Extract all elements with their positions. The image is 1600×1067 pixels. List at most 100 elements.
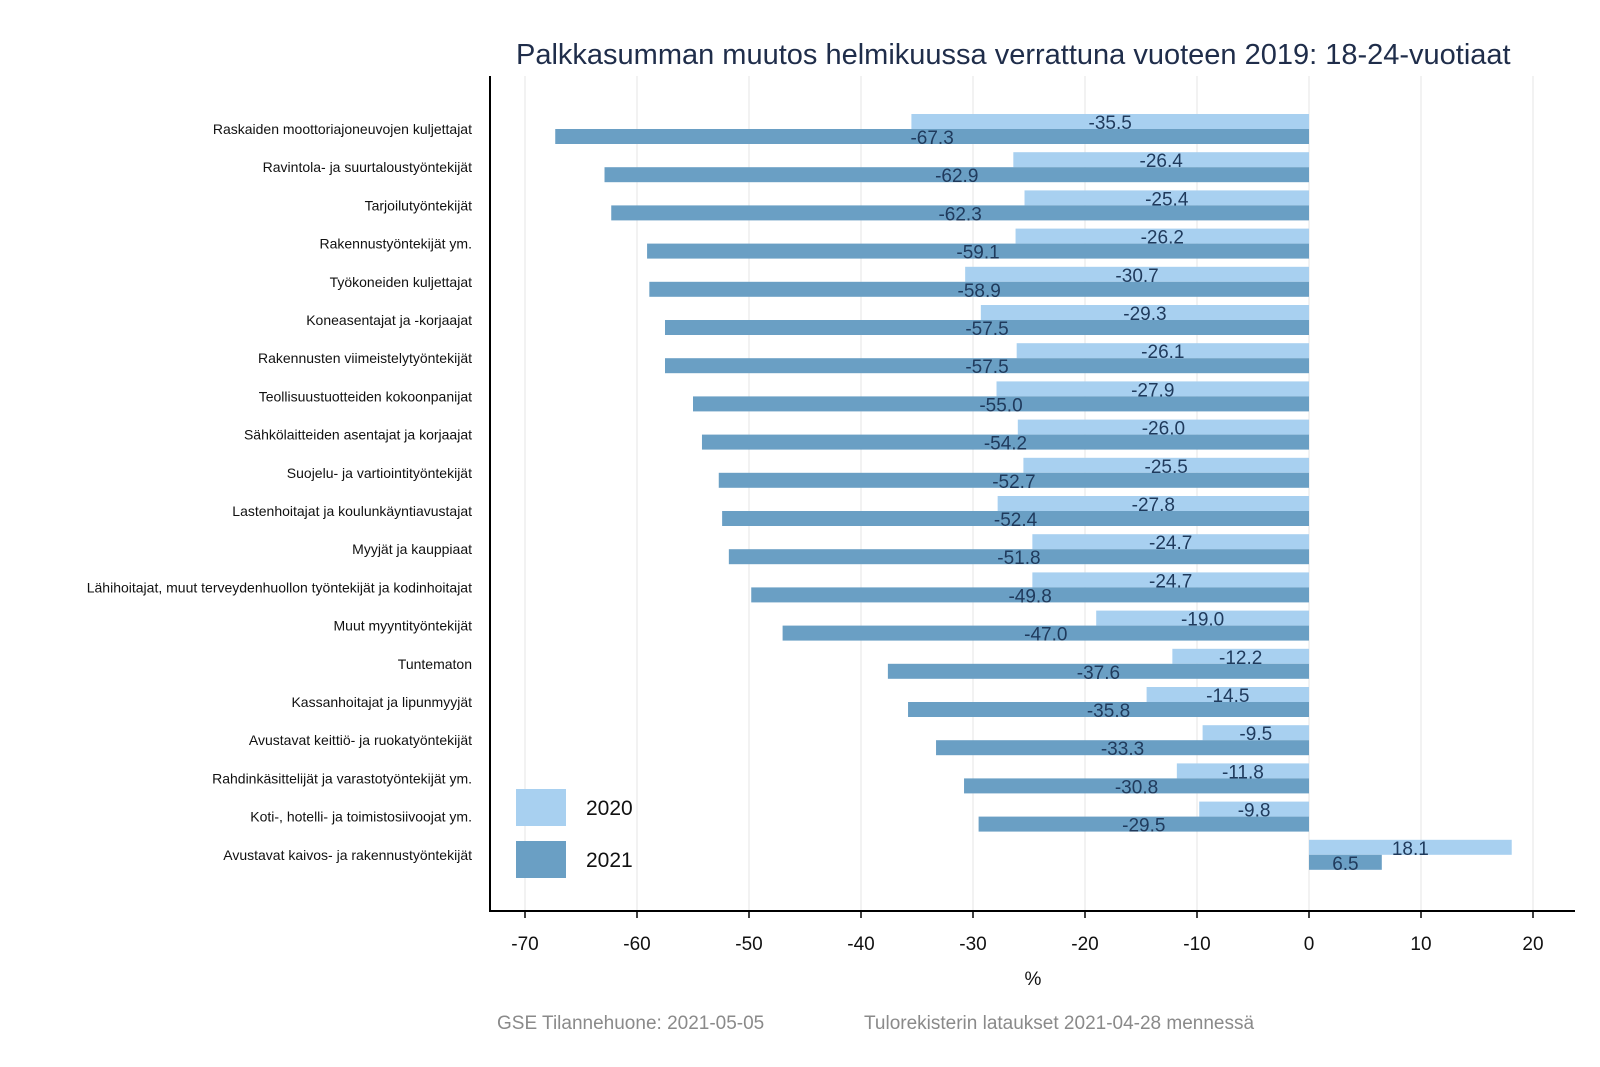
- bar-2020: [1013, 152, 1309, 168]
- value-label-2020: -35.5: [1089, 113, 1132, 134]
- category-label: Myyjät ja kauppiaat: [352, 541, 472, 557]
- category-label: Tuntematon: [398, 656, 472, 672]
- bar-2021: [665, 320, 1309, 335]
- bar-2020: [1202, 725, 1309, 741]
- category-label: Työkoneiden kuljettajat: [330, 274, 473, 290]
- bar-2020: [997, 496, 1309, 511]
- value-label-2021: 6.5: [1332, 854, 1358, 875]
- bar-2021: [728, 549, 1309, 565]
- category-label: Ravintola- ja suurtaloustyöntekijät: [263, 159, 472, 175]
- category-label: Sähkölaitteiden asentajat ja korjaajat: [244, 427, 472, 443]
- footer-data-note: Tulorekisterin lataukset 2021-04-28 menn…: [864, 1013, 1254, 1034]
- value-label-2020: -27.8: [1132, 495, 1175, 516]
- x-tick-label: 0: [1304, 934, 1315, 955]
- value-label-2020: -24.7: [1149, 533, 1192, 554]
- value-label-2020: -30.7: [1115, 266, 1158, 287]
- value-label-2020: -9.8: [1238, 801, 1271, 822]
- category-label: Koti-, hotelli- ja toimistosiivoojat ym.: [250, 809, 472, 825]
- value-label-2020: -9.5: [1239, 724, 1272, 745]
- value-labels: -35.5 -67.3 -26.4 -62.9 -25.4 -62.3 -26.2 -59.1…: [910, 113, 1428, 875]
- value-label-2021: -29.5: [1122, 816, 1165, 837]
- x-ticks: -70 -60 -50 -40 -30 -20 -10 0 10 20: [511, 911, 1544, 955]
- value-label-2020: -27.9: [1131, 380, 1174, 401]
- value-label-2021: -54.2: [984, 434, 1027, 455]
- value-label-2021: -51.8: [997, 548, 1040, 569]
- bar-2020: [996, 381, 1309, 397]
- value-label-2021: -57.5: [965, 357, 1008, 378]
- x-tick-label: -60: [623, 934, 650, 955]
- bar-2021: [978, 816, 1309, 832]
- value-label-2021: -52.7: [992, 472, 1035, 493]
- value-label-2021: -37.6: [1077, 663, 1120, 684]
- bar-2020: [1032, 534, 1309, 550]
- category-label: Muut myyntityöntekijät: [334, 618, 473, 634]
- category-labels: Raskaiden moottoriajoneuvojen kuljettaja…: [87, 121, 472, 863]
- x-tick-label: -30: [959, 934, 986, 955]
- bar-2020: [1015, 228, 1309, 244]
- category-label: Lähihoitajat, muut terveydenhuollon työn…: [87, 579, 472, 595]
- category-label: Kassanhoitajat ja lipunmyyjät: [291, 694, 472, 710]
- value-label-2021: -35.8: [1087, 701, 1130, 722]
- value-label-2021: -52.4: [994, 510, 1038, 531]
- bar-2021: [611, 205, 1309, 221]
- x-tick-label: -40: [847, 934, 874, 955]
- category-label: Tarjoilutyöntekijät: [365, 197, 472, 213]
- bar-2020: [911, 114, 1309, 129]
- value-label-2020: -25.4: [1145, 189, 1189, 210]
- bar-2021: [751, 587, 1309, 603]
- value-label-2021: -59.1: [956, 243, 999, 264]
- bar-2021: [647, 243, 1309, 259]
- value-label-2020: -12.2: [1219, 648, 1262, 669]
- value-label-2020: -26.0: [1142, 419, 1185, 440]
- value-label-2021: -58.9: [958, 281, 1001, 302]
- category-label: Suojelu- ja vartiointityöntekijät: [287, 465, 472, 481]
- bar-2021: [887, 663, 1309, 679]
- value-label-2020: -26.2: [1141, 228, 1184, 249]
- value-label-2021: -57.5: [965, 319, 1008, 340]
- value-label-2021: -62.9: [935, 166, 978, 187]
- value-label-2021: -30.8: [1115, 777, 1158, 798]
- x-axis-label: %: [1025, 969, 1042, 990]
- bar-2020: [1199, 801, 1309, 817]
- bar-2020: [965, 266, 1309, 282]
- value-label-2021: -62.3: [938, 204, 981, 225]
- bar-2020: [1096, 610, 1309, 626]
- value-label-2020: -29.3: [1123, 304, 1166, 325]
- category-label: Avustavat keittiö- ja ruokatyöntekijät: [249, 732, 472, 748]
- category-label: Avustavat kaivos- ja rakennustyöntekijät: [223, 847, 472, 863]
- bar-2020: [1309, 839, 1512, 855]
- bar-2020: [1024, 190, 1309, 206]
- bar-2021: [1309, 854, 1382, 870]
- legend-label-2020: 2020: [586, 797, 633, 820]
- value-label-2021: -33.3: [1101, 739, 1144, 760]
- value-label-2020: 18.1: [1392, 839, 1429, 860]
- x-tick-label: -70: [511, 934, 538, 955]
- bar-2021: [718, 472, 1309, 488]
- bar-2021: [555, 129, 1309, 144]
- bar-2021: [936, 740, 1309, 756]
- bars: [555, 114, 1512, 870]
- category-label: Rakennustyöntekijät ym.: [319, 236, 472, 252]
- bar-2020: [980, 305, 1309, 320]
- category-label: Raskaiden moottoriajoneuvojen kuljettaja…: [213, 121, 472, 137]
- x-tick-label: -20: [1071, 934, 1098, 955]
- value-label-2020: -26.4: [1140, 151, 1184, 172]
- category-label: Rahdinkäsittelijät ja varastotyöntekijät…: [212, 770, 472, 786]
- bar-2021: [782, 625, 1309, 641]
- value-label-2021: -67.3: [910, 128, 953, 149]
- value-label-2021: -49.8: [1008, 586, 1051, 607]
- x-tick-label: -50: [735, 934, 762, 955]
- value-label-2021: -55.0: [979, 395, 1022, 416]
- bar-2020: [1017, 419, 1309, 435]
- legend: 2020 2021: [516, 789, 633, 878]
- x-tick-label: 20: [1522, 934, 1543, 955]
- bar-2020: [1146, 687, 1309, 702]
- category-label: Lastenhoitajat ja koulunkäyntiavustajat: [232, 503, 472, 519]
- bar-2021: [604, 167, 1309, 183]
- category-label: Rakennusten viimeistelytyöntekijät: [258, 350, 472, 366]
- x-tick-label: 10: [1410, 934, 1431, 955]
- value-label-2020: -11.8: [1222, 762, 1264, 783]
- value-label-2020: -19.0: [1181, 610, 1224, 631]
- legend-label-2021: 2021: [586, 849, 633, 872]
- bar-2020: [1023, 457, 1309, 473]
